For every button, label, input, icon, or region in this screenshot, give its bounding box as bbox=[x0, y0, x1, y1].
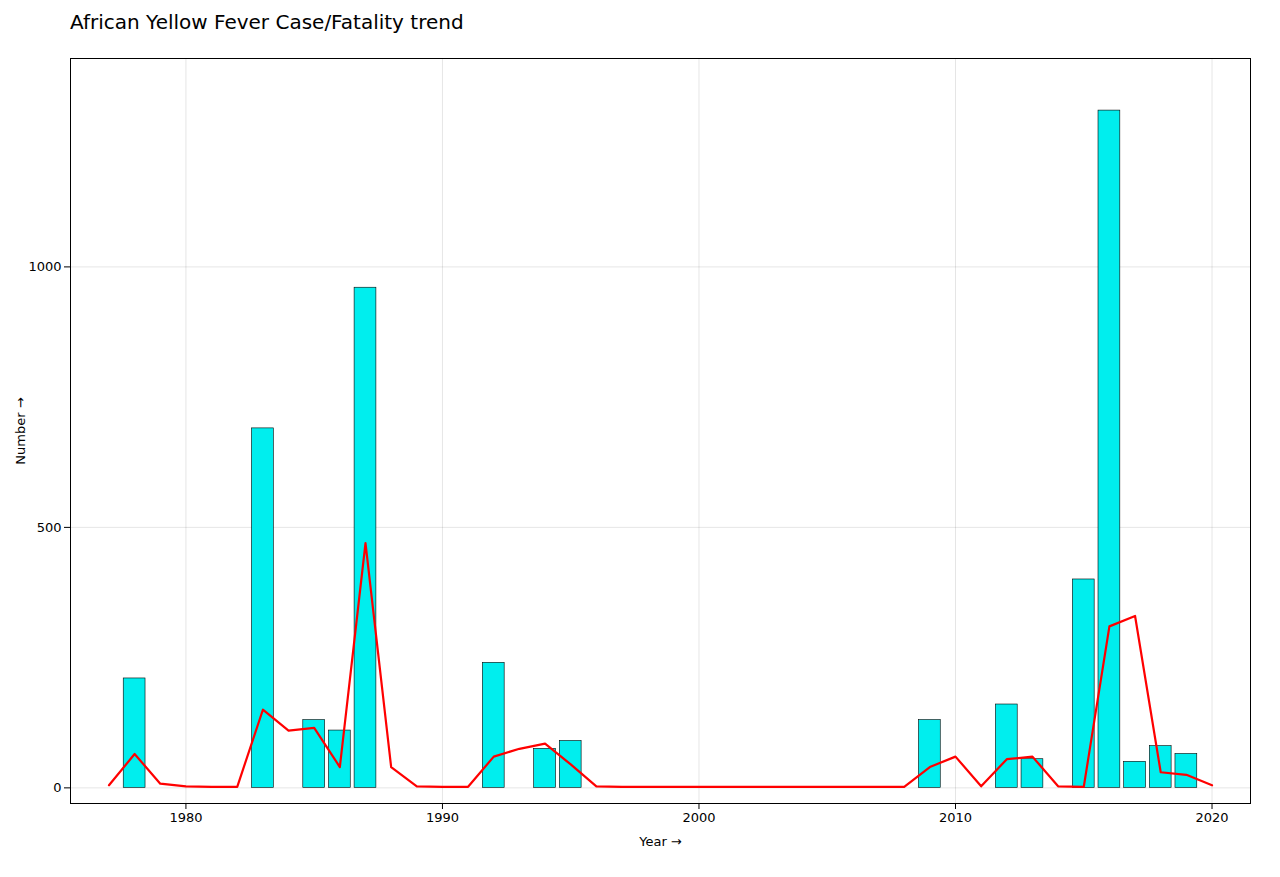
html-text:African Yellow Fever Case/Fata: African Yellow Fever Case/Fatality trend bbox=[70, 10, 464, 34]
svg-text:2020: 2020 bbox=[1195, 810, 1228, 825]
svg-text:Year →: Year → bbox=[638, 834, 682, 849]
svg-text:0: 0 bbox=[53, 780, 61, 795]
svg-text:1000: 1000 bbox=[28, 259, 61, 274]
svg-text:2000: 2000 bbox=[682, 810, 715, 825]
svg-text:1980: 1980 bbox=[169, 810, 202, 825]
svg-text:2010: 2010 bbox=[939, 810, 972, 825]
svg-text:1990: 1990 bbox=[426, 810, 459, 825]
svg-text:Number →: Number → bbox=[13, 397, 28, 464]
svg-text:500: 500 bbox=[37, 520, 62, 535]
